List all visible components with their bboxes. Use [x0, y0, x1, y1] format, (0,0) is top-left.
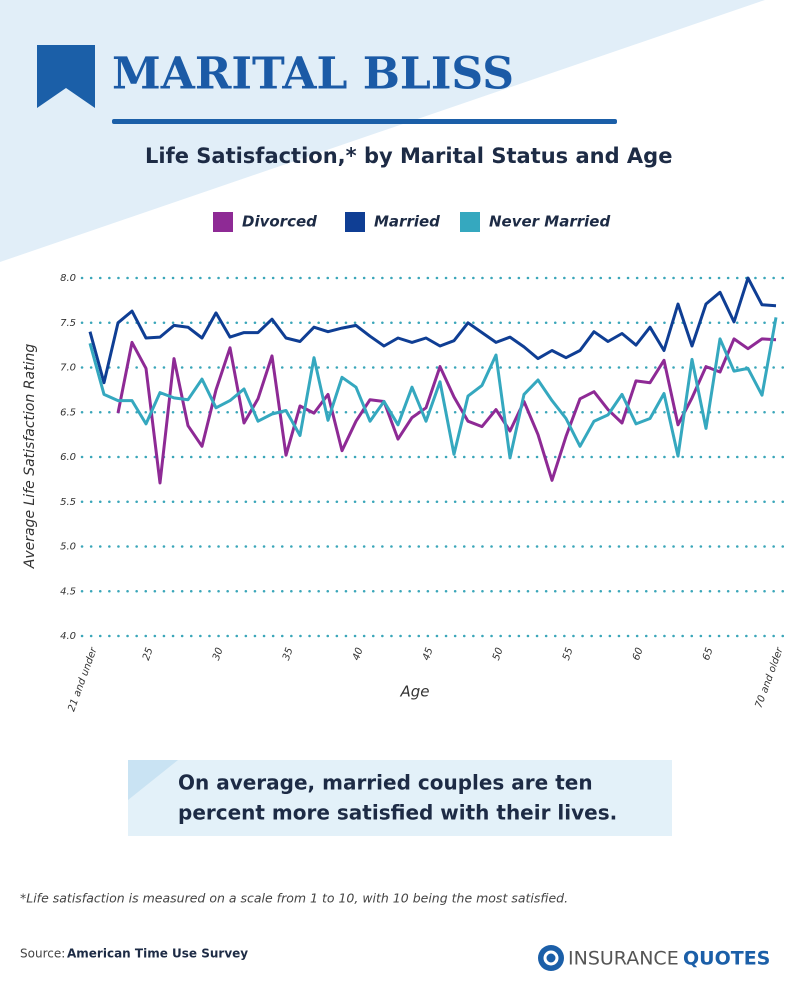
- callout-line: percent more satisfied with their lives.: [178, 801, 617, 825]
- callout-box: [128, 760, 672, 836]
- x-tick-label: 60: [631, 646, 646, 662]
- y-tick-label: 4.0: [60, 631, 76, 642]
- x-tick-label: 50: [491, 646, 506, 662]
- subtitle: Life Satisfaction,* by Marital Status an…: [145, 144, 672, 168]
- legend-label: Married: [374, 213, 440, 231]
- series-line: [88, 276, 777, 385]
- legend-label: Divorced: [242, 213, 317, 231]
- footnote: *Life satisfaction is measured on a scal…: [20, 891, 568, 906]
- title: MARITAL BLISS: [112, 49, 514, 100]
- x-tick-label: 35: [281, 646, 296, 662]
- x-tick-label: 40: [351, 646, 366, 662]
- x-tick-label: 55: [561, 646, 576, 662]
- legend-swatch: [345, 212, 365, 232]
- y-axis-label: Average Life Satisfaction Rating: [22, 344, 38, 570]
- legend-swatch: [460, 212, 480, 232]
- background-shape: [0, 0, 765, 262]
- logo-part2: QUOTES: [683, 948, 770, 970]
- y-tick-label: 6.5: [60, 407, 76, 418]
- y-tick-label: 6.0: [60, 452, 76, 463]
- x-tick-label: 25: [141, 646, 156, 662]
- callout-corner: [128, 760, 178, 800]
- y-tick-label: 5.5: [60, 497, 76, 508]
- callout-line: On average, married couples are ten: [178, 771, 593, 795]
- x-tick-label: 45: [421, 646, 436, 662]
- x-tick-label: 30: [211, 646, 226, 662]
- logo-icon: [538, 945, 564, 971]
- x-tick-label: 65: [701, 646, 716, 662]
- title-rule: [112, 119, 617, 124]
- series-line: [116, 337, 777, 485]
- logo-icon-ring: [543, 950, 559, 966]
- series-line: [88, 317, 778, 460]
- x-axis-label: Age: [399, 683, 429, 701]
- y-tick-label: 4.5: [60, 586, 76, 597]
- x-tick-label: 21 and under: [66, 645, 100, 713]
- y-tick-label: 8.0: [60, 273, 76, 284]
- y-tick-label: 5.0: [60, 542, 76, 553]
- legend-label: Never Married: [489, 213, 610, 231]
- y-tick-label: 7.0: [60, 363, 76, 374]
- bookmark-icon: [37, 45, 95, 108]
- source-name: American Time Use Survey: [67, 947, 248, 961]
- y-tick-label: 7.5: [60, 318, 76, 329]
- legend-swatch: [213, 212, 233, 232]
- x-tick-label: 70 and older: [754, 645, 786, 709]
- source-label: Source:: [20, 947, 65, 961]
- logo-part1: INSURANCE: [568, 948, 679, 970]
